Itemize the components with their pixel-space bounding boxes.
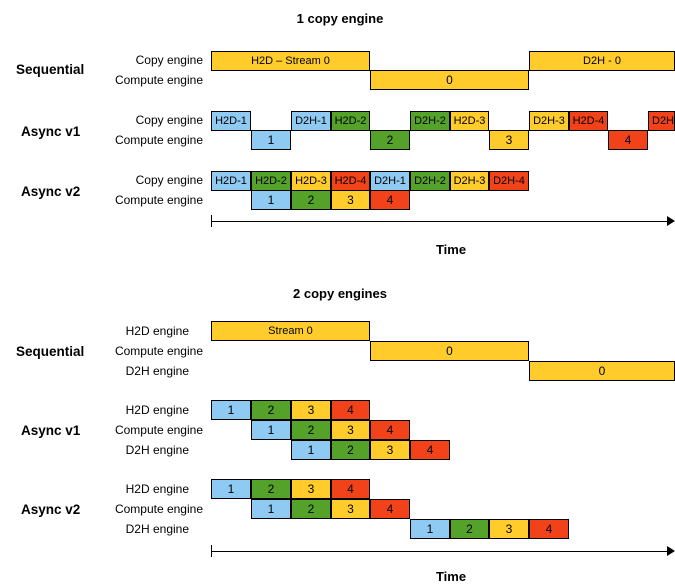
row-label-h2d-engine: H2D engine <box>125 324 189 338</box>
row-label-compute-engine: Compute engine <box>114 344 203 358</box>
block-compute-2: 2 <box>291 190 331 210</box>
block-d2h-4: 4 <box>529 519 569 539</box>
row-label-d2h-engine: D2H engine <box>125 443 189 457</box>
row-label-compute-engine: Compute engine <box>114 73 203 87</box>
row-label-copy-engine: Copy engine <box>135 53 203 67</box>
block-compute-4: 4 <box>370 420 410 440</box>
block-compute-3: 3 <box>331 190 370 210</box>
block-compute-0: 0 <box>370 70 529 90</box>
block-compute-1: 1 <box>251 130 291 150</box>
block-d2h-2: D2H-2 <box>410 111 450 131</box>
heading-1-copy-engine: 1 copy engine <box>296 11 384 26</box>
row-label-copy-engine: Copy engine <box>135 113 203 127</box>
block-d2h-3: 3 <box>370 440 410 460</box>
block-d2h-4: D2H-4 <box>489 171 529 191</box>
mode-label-async-v1: Async v1 <box>21 124 81 139</box>
block-h2d-1: H2D-1 <box>211 111 251 131</box>
time-axis-label: Time <box>435 242 467 257</box>
time-axis-arrow-icon <box>667 216 675 226</box>
block-d2h-4: 4 <box>410 440 450 460</box>
row-label-compute-engine: Compute engine <box>114 423 203 437</box>
block-compute-2: 2 <box>370 130 410 150</box>
block-compute-3: 3 <box>331 420 370 440</box>
mode-label-async-v1: Async v1 <box>21 423 81 438</box>
block-h2d-4: H2D-4 <box>569 111 608 131</box>
block-d2h-2: 2 <box>450 519 489 539</box>
block-d2h-1: D2H-1 <box>370 171 410 191</box>
block-h2d-2: H2D-2 <box>331 111 370 131</box>
row-label-h2d-engine: H2D engine <box>125 403 189 417</box>
block-d2h-1: 1 <box>291 440 331 460</box>
block-compute-4: 4 <box>370 190 410 210</box>
heading-2-copy-engines: 2 copy engines <box>293 286 387 301</box>
block-h2d-4: H2D-4 <box>331 171 370 191</box>
block-compute-3: 3 <box>331 499 370 519</box>
block-h2d-1: 1 <box>211 479 251 499</box>
mode-label-async-v2: Async v2 <box>21 184 81 199</box>
block-h2d-3: H2D-3 <box>450 111 489 131</box>
row-label-compute-engine: Compute engine <box>114 133 203 147</box>
block-compute-1: 1 <box>251 420 291 440</box>
row-label-d2h-engine: D2H engine <box>125 522 189 536</box>
block-d2h-2: 2 <box>331 440 370 460</box>
block-h2d-1: H2D-1 <box>211 171 251 191</box>
block-compute-1: 1 <box>251 499 291 519</box>
block-compute-0: 0 <box>370 341 529 361</box>
block-h2d-3: 3 <box>291 400 331 420</box>
block-d2h-3: D2H-3 <box>450 171 489 191</box>
block-h2d-stream-0: H2D – Stream 0 <box>211 51 370 71</box>
block-d2h-3: 3 <box>489 519 529 539</box>
block-h2d-1: 1 <box>211 400 251 420</box>
mode-label-async-v2: Async v2 <box>21 502 81 517</box>
block-compute-2: 2 <box>291 499 331 519</box>
block-compute-4: 4 <box>608 130 648 150</box>
block-h2d-3: 3 <box>291 479 331 499</box>
block-h2d-2: 2 <box>251 479 291 499</box>
block-d2h-4: D2H-4 <box>648 111 675 131</box>
block-compute-1: 1 <box>251 190 291 210</box>
time-axis-arrow-icon <box>667 546 675 556</box>
row-label-compute-engine: Compute engine <box>114 502 203 516</box>
time-axis-line <box>211 551 667 552</box>
row-label-d2h-engine: D2H engine <box>125 364 189 378</box>
block-compute-4: 4 <box>370 499 410 519</box>
mode-label-sequential: Sequential <box>16 344 85 359</box>
mode-label-sequential: Sequential <box>16 62 85 77</box>
row-label-copy-engine: Copy engine <box>135 173 203 187</box>
block-compute-3: 3 <box>489 130 529 150</box>
block-h2d-3: H2D-3 <box>291 171 331 191</box>
block-h2d-2: H2D-2 <box>251 171 291 191</box>
time-axis-line <box>211 221 667 222</box>
block-d2h-0: D2H - 0 <box>529 51 675 71</box>
block-d2h-1: D2H-1 <box>291 111 331 131</box>
block-h2d-4: 4 <box>331 479 370 499</box>
time-axis-label: Time <box>435 569 467 584</box>
block-h2d-4: 4 <box>331 400 370 420</box>
block-d2h-3: D2H-3 <box>529 111 569 131</box>
row-label-compute-engine: Compute engine <box>114 193 203 207</box>
row-label-h2d-engine: H2D engine <box>125 482 189 496</box>
block-d2h-0: 0 <box>529 361 675 381</box>
block-h2d-2: 2 <box>251 400 291 420</box>
block-d2h-1: 1 <box>410 519 450 539</box>
block-h2d-stream-0: Stream 0 <box>211 321 370 341</box>
block-compute-2: 2 <box>291 420 331 440</box>
block-d2h-2: D2H-2 <box>410 171 450 191</box>
